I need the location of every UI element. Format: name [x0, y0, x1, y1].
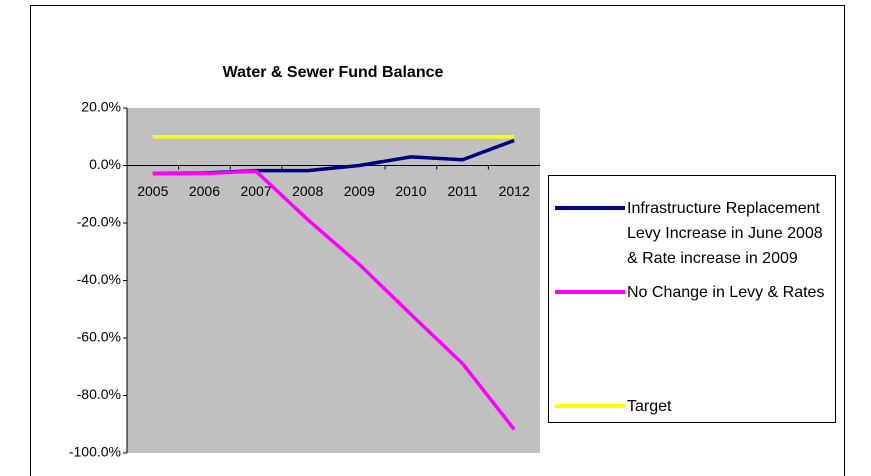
legend-label: No Change in Levy & Rates [627, 284, 825, 301]
x-tick-label: 2007 [240, 183, 271, 199]
legend-swatch [555, 404, 625, 408]
legend-swatch [555, 206, 625, 210]
x-tick-label: 2008 [292, 183, 323, 199]
y-tick-label: -100.0% [69, 444, 121, 460]
y-tick-label: -80.0% [77, 386, 121, 402]
y-tick-label: 0.0% [89, 156, 121, 172]
y-tick-label: -40.0% [77, 271, 121, 287]
x-tick-label: 2010 [395, 183, 426, 199]
x-tick-label: 2009 [344, 183, 375, 199]
legend-label: Target [627, 398, 672, 415]
legend-label: Infrastructure Replacement Levy Increase… [627, 200, 823, 267]
y-tick-label: -20.0% [77, 214, 121, 230]
x-tick-label: 2012 [499, 183, 530, 199]
x-tick-label: 2006 [189, 183, 220, 199]
y-tick-label: 20.0% [81, 99, 121, 115]
plot-area [127, 108, 540, 453]
y-tick-label: -60.0% [77, 329, 121, 345]
series-line [152, 169, 516, 431]
x-tick-label: 2005 [137, 183, 168, 199]
x-tick-label: 2011 [448, 183, 478, 199]
legend-swatch [555, 290, 625, 294]
legend: Infrastructure Replacement Levy Increase… [548, 175, 836, 423]
chart-title: Water & Sewer Fund Balance [223, 64, 444, 81]
